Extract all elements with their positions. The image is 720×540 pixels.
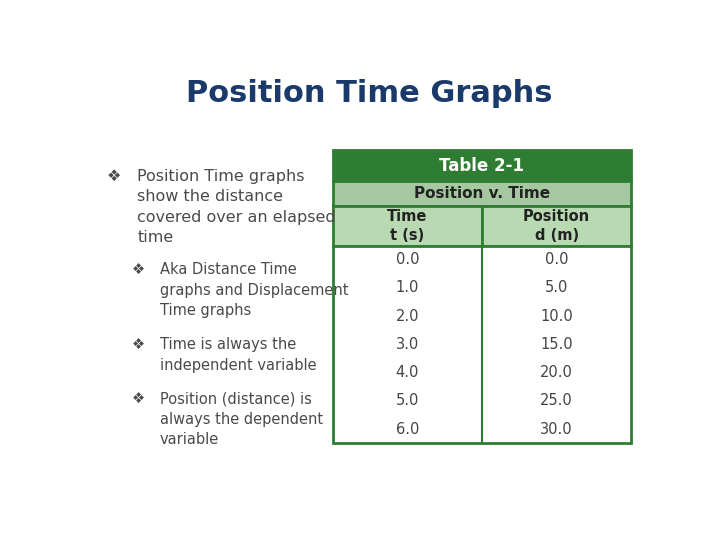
FancyBboxPatch shape — [333, 181, 631, 206]
Text: ❖: ❖ — [107, 168, 121, 184]
Text: Time is always the
independent variable: Time is always the independent variable — [160, 337, 316, 373]
Text: Position Time graphs
show the distance
covered over an elapsed
time: Position Time graphs show the distance c… — [138, 168, 336, 245]
Text: Position
d (m): Position d (m) — [523, 209, 590, 243]
Text: 3.0: 3.0 — [396, 337, 419, 352]
Text: 5.0: 5.0 — [545, 280, 568, 295]
Text: 0.0: 0.0 — [395, 252, 419, 267]
Text: 25.0: 25.0 — [540, 393, 573, 408]
Text: 10.0: 10.0 — [540, 309, 573, 323]
Text: 30.0: 30.0 — [540, 422, 573, 436]
FancyBboxPatch shape — [333, 150, 631, 181]
Text: 6.0: 6.0 — [396, 422, 419, 436]
Text: Position (distance) is
always the dependent
variable: Position (distance) is always the depend… — [160, 391, 323, 447]
FancyBboxPatch shape — [333, 246, 631, 443]
Text: ❖: ❖ — [132, 262, 145, 278]
Text: Aka Distance Time
graphs and Displacement
Time graphs: Aka Distance Time graphs and Displacemen… — [160, 262, 348, 318]
Text: ❖: ❖ — [132, 391, 145, 406]
Text: Table 2-1: Table 2-1 — [439, 157, 524, 174]
Text: 4.0: 4.0 — [396, 365, 419, 380]
Text: Position Time Graphs: Position Time Graphs — [186, 79, 552, 109]
Text: Position v. Time: Position v. Time — [414, 186, 550, 201]
Text: 20.0: 20.0 — [540, 365, 573, 380]
FancyBboxPatch shape — [482, 206, 631, 246]
Text: 15.0: 15.0 — [540, 337, 573, 352]
Text: ❖: ❖ — [132, 337, 145, 352]
Text: 2.0: 2.0 — [395, 309, 419, 323]
Text: Time
t (s): Time t (s) — [387, 209, 428, 243]
Text: 0.0: 0.0 — [545, 252, 568, 267]
Text: 5.0: 5.0 — [396, 393, 419, 408]
FancyBboxPatch shape — [333, 206, 482, 246]
Text: 1.0: 1.0 — [396, 280, 419, 295]
